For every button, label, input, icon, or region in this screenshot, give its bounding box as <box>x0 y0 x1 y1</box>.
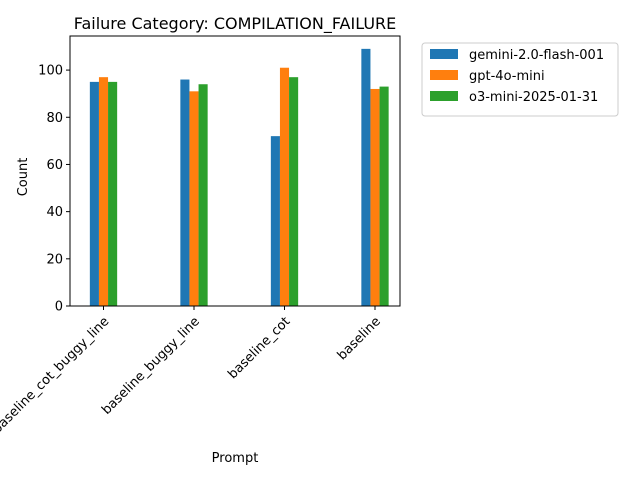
bar-gemini-2.0-flash-001-baseline <box>361 48 371 307</box>
bar-gemini-2.0-flash-001-baseline_buggy_line <box>180 79 190 306</box>
legend-frame <box>421 42 619 117</box>
bar-gemini-2.0-flash-001-baseline_cot <box>270 136 280 306</box>
y-tick-label: 60 <box>46 158 63 173</box>
y-tick-label: 100 <box>38 64 63 79</box>
y-tick-label: 0 <box>55 300 63 315</box>
plot-area <box>89 48 389 307</box>
y-tick-label: 20 <box>46 252 63 267</box>
chart-title: Failure Category: COMPILATION_FAILURE <box>74 14 397 34</box>
y-tick-label: 40 <box>46 205 63 220</box>
bar-o3-mini-2025-01-31-baseline <box>379 86 389 306</box>
x-axis-label: Prompt <box>212 451 259 466</box>
legend-swatch <box>430 91 458 101</box>
plot-frame <box>69 35 401 307</box>
y-axis-label: Count <box>16 158 31 197</box>
legend-label: o3-mini-2025-01-31 <box>469 90 598 105</box>
y-axis-ticks: 0 20 40 60 80 100 <box>38 64 70 315</box>
bar-gpt-4o-mini-baseline_cot <box>279 67 290 306</box>
bar-o3-mini-2025-01-31-baseline_cot <box>289 77 299 306</box>
legend-swatch <box>430 49 458 59</box>
bar-gemini-2.0-flash-001-baseline_cot_buggy_line <box>89 81 99 306</box>
bar-gpt-4o-mini-baseline_cot_buggy_line <box>98 77 109 306</box>
bar-gpt-4o-mini-baseline <box>370 88 380 307</box>
legend-label: gpt-4o-mini <box>469 69 545 84</box>
bar-o3-mini-2025-01-31-baseline_cot_buggy_line <box>108 81 118 306</box>
bar-o3-mini-2025-01-31-baseline_buggy_line <box>198 84 208 307</box>
legend-label: gemini-2.0-flash-001 <box>469 48 604 63</box>
y-tick-label: 80 <box>46 111 63 126</box>
legend: gemini-2.0-flash-001 gpt-4o-mini o3-mini-2… <box>421 42 619 117</box>
bar-gpt-4o-mini-baseline_buggy_line <box>189 91 199 306</box>
legend-swatch <box>430 70 458 80</box>
